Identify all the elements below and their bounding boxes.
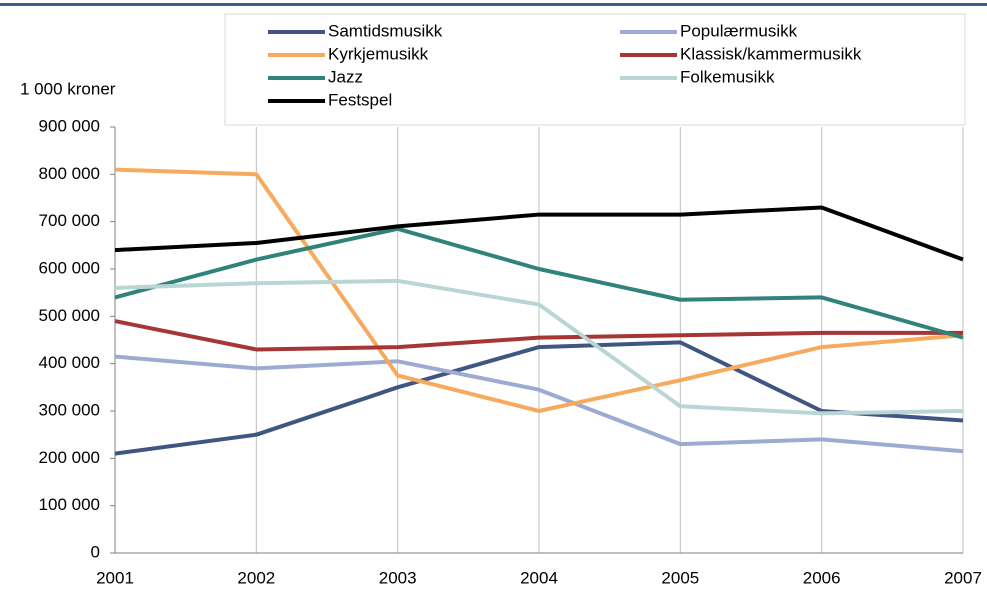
series-line [114, 226, 964, 340]
y-tick-label: 400 000 [39, 353, 100, 372]
legend-label: Kyrkjemusikk [328, 44, 429, 63]
x-tick-label: 2002 [237, 568, 275, 587]
legend-label: Samtidsmusikk [328, 21, 443, 40]
x-tick-label: 2004 [520, 568, 558, 587]
legend-label: Folkemusikk [680, 67, 775, 86]
series-line [114, 319, 963, 352]
y-tick-label: 600 000 [39, 258, 100, 277]
series-line [114, 278, 964, 416]
legend-label: Jazz [328, 67, 363, 86]
y-tick-label: 800 000 [39, 164, 100, 183]
y-tick-label: 300 000 [39, 400, 100, 419]
series-line [114, 205, 964, 262]
y-tick-label: 900 000 [39, 116, 100, 135]
x-tick-label: 2001 [96, 568, 134, 587]
y-tick-label: 100 000 [39, 495, 100, 514]
series-line [114, 354, 964, 454]
y-tick-label: 500 000 [39, 306, 100, 325]
top-rule [0, 3, 987, 6]
legend-box [224, 13, 966, 126]
series-line [114, 167, 964, 413]
y-axis-label: 1 000 kroner [20, 79, 116, 98]
y-tick-label: 700 000 [39, 211, 100, 230]
series-line [114, 340, 964, 456]
x-tick-label: 2007 [944, 568, 982, 587]
legend-label: Populærmusikk [680, 21, 798, 40]
x-tick-label: 2006 [803, 568, 841, 587]
x-tick-label: 2003 [379, 568, 417, 587]
y-tick-label: 200 000 [39, 448, 100, 467]
legend-label: Klassisk/kammermusikk [680, 44, 862, 63]
legend-label: Festspel [328, 90, 392, 109]
x-tick-label: 2005 [661, 568, 699, 587]
y-tick-label: 0 [91, 542, 100, 561]
